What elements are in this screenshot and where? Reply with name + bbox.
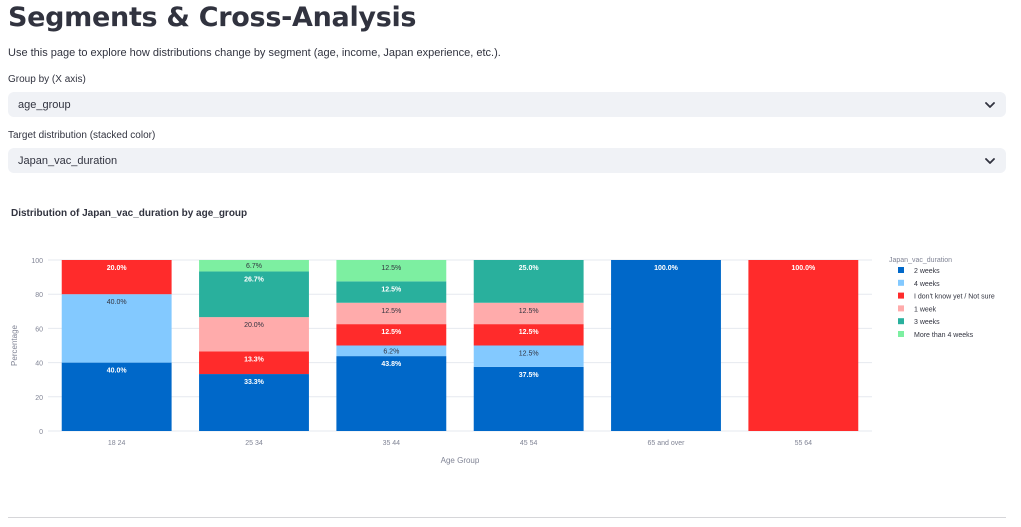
legend-swatch[interactable]: [898, 292, 904, 299]
bar-segment[interactable]: [61, 362, 172, 431]
data-label: 13.3%: [244, 356, 265, 363]
y-tick-label: 80: [35, 292, 43, 299]
bar-segment[interactable]: [336, 260, 447, 282]
x-tick-label: 25 34: [245, 440, 263, 447]
data-label: 25.0%: [519, 265, 540, 272]
bar-segment[interactable]: [199, 374, 309, 431]
target-distribution-value: Japan_vac_duration: [18, 154, 118, 167]
legend-title: Japan_vac_duration: [889, 257, 952, 264]
target-distribution-select[interactable]: Japan_vac_duration: [8, 148, 1006, 173]
bar-segment[interactable]: [61, 294, 172, 363]
y-axis-label: Percentage: [10, 324, 19, 365]
divider: [8, 517, 1006, 518]
x-tick-label: 55 64: [795, 440, 813, 447]
bar-segment[interactable]: [336, 302, 447, 325]
data-label: 100.0%: [791, 265, 816, 272]
bar-segment[interactable]: [473, 302, 584, 325]
x-tick-label: 18 24: [108, 440, 126, 447]
data-label: 12.5%: [519, 308, 539, 315]
bar-segment[interactable]: [473, 366, 584, 431]
legend-item[interactable]: 1 week: [914, 306, 937, 313]
legend-item[interactable]: More than 4 weeks: [914, 332, 974, 339]
data-label: 12.5%: [381, 265, 401, 272]
y-tick-label: 100: [31, 258, 43, 265]
data-label: 12.5%: [381, 329, 402, 336]
legend-swatch[interactable]: [898, 331, 904, 337]
legend-swatch[interactable]: [898, 279, 904, 286]
bar-segment[interactable]: [748, 260, 859, 431]
bar-segment[interactable]: [199, 351, 309, 375]
bar-segment[interactable]: [199, 317, 309, 352]
y-tick-label: 0: [39, 429, 43, 436]
page-title: Segments & Cross-Analysis: [8, 2, 417, 33]
data-label: 12.5%: [519, 329, 540, 336]
data-label: 40.0%: [107, 299, 127, 306]
legend-item[interactable]: I don't know yet / Not sure: [914, 294, 995, 301]
data-label: 12.5%: [519, 351, 539, 358]
group-by-label: Group by (X axis): [8, 74, 86, 85]
bar-segment[interactable]: [336, 281, 447, 303]
legend-swatch[interactable]: [898, 318, 904, 325]
chevron-down-icon: [984, 155, 996, 167]
data-label: 40.0%: [107, 368, 128, 375]
bar-segment[interactable]: [473, 324, 584, 346]
bar-segment[interactable]: [336, 345, 447, 357]
y-tick-label: 40: [35, 361, 43, 368]
legend-item[interactable]: 2 weeks: [914, 268, 940, 275]
data-label: 12.5%: [381, 308, 401, 315]
data-label: 20.0%: [244, 322, 264, 329]
y-tick-label: 60: [35, 326, 43, 333]
data-label: 6.2%: [383, 348, 399, 355]
bar-segment[interactable]: [336, 356, 447, 431]
data-label: 100.0%: [654, 265, 679, 272]
group-by-value: age_group: [18, 98, 71, 111]
bar-segment[interactable]: [61, 260, 172, 295]
chevron-down-icon: [984, 99, 996, 111]
x-tick-label: 45 54: [520, 440, 538, 447]
target-distribution-label: Target distribution (stacked color): [8, 130, 156, 141]
x-tick-label: 35 44: [383, 440, 401, 447]
group-by-select[interactable]: age_group: [8, 92, 1006, 117]
x-tick-label: 65 and over: [648, 440, 686, 447]
data-label: 43.8%: [381, 361, 402, 368]
bar-segment[interactable]: [473, 345, 584, 367]
bar-segment[interactable]: [199, 271, 309, 318]
legend-item[interactable]: 4 weeks: [914, 281, 940, 288]
bar-segment[interactable]: [336, 324, 447, 346]
bar-segment[interactable]: [199, 260, 309, 272]
bar-segment[interactable]: [611, 260, 721, 431]
x-axis-label: Age Group: [441, 456, 480, 465]
data-label: 20.0%: [107, 265, 128, 272]
stacked-bar-chart[interactable]: 0 20 40 60 80 100 Percentage 40.0% 40.0% 20.0% 18 …: [0, 240, 1021, 480]
legend-swatch[interactable]: [898, 267, 904, 273]
data-label: 12.5%: [381, 286, 402, 293]
data-label: 26.7%: [244, 276, 265, 283]
y-tick-label: 20: [35, 395, 43, 402]
data-label: 6.7%: [246, 263, 262, 270]
legend-swatch[interactable]: [898, 305, 904, 312]
chart-title: Distribution of Japan_vac_duration by ag…: [11, 208, 248, 219]
data-label: 33.3%: [244, 379, 265, 386]
legend-item[interactable]: 3 weeks: [914, 319, 940, 326]
data-label: 37.5%: [519, 372, 540, 379]
page-description: Use this page to explore how distributio…: [8, 47, 501, 59]
bar-segment[interactable]: [473, 260, 584, 303]
